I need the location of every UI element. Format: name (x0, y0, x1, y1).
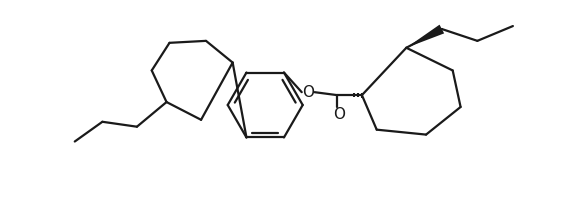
Text: O: O (333, 107, 345, 122)
Text: O: O (302, 85, 314, 100)
Polygon shape (406, 25, 444, 48)
